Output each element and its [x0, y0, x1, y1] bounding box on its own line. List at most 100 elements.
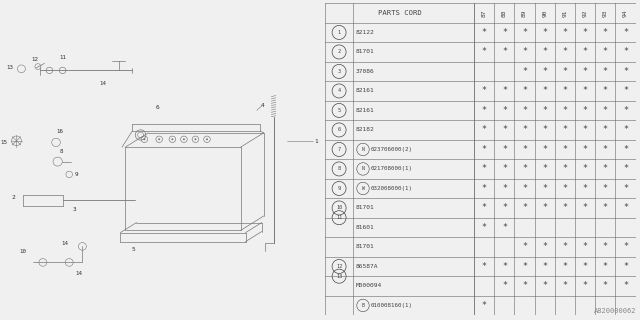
Text: *: *	[522, 262, 527, 271]
Text: *: *	[542, 145, 547, 154]
Text: 010008160(1): 010008160(1)	[371, 303, 413, 308]
Text: *: *	[502, 184, 507, 193]
Text: 3: 3	[337, 69, 340, 74]
Text: *: *	[482, 262, 486, 271]
Text: 7: 7	[337, 147, 340, 152]
Text: 81701: 81701	[356, 244, 374, 250]
Circle shape	[195, 138, 196, 140]
Text: 14: 14	[61, 241, 68, 246]
Text: 13: 13	[6, 65, 13, 70]
Text: *: *	[482, 223, 486, 232]
Text: *: *	[623, 282, 628, 291]
Circle shape	[143, 138, 145, 140]
Text: 3: 3	[72, 207, 76, 212]
Text: 6: 6	[156, 105, 159, 110]
Text: *: *	[623, 204, 628, 212]
Text: *: *	[522, 47, 527, 56]
Text: 86587A: 86587A	[356, 264, 378, 269]
Text: *: *	[482, 204, 486, 212]
Text: 9: 9	[337, 186, 340, 191]
Text: *: *	[582, 164, 588, 173]
Text: *: *	[623, 28, 628, 37]
Text: 11: 11	[336, 215, 342, 220]
Text: *: *	[563, 204, 568, 212]
Text: 10: 10	[20, 249, 27, 254]
Text: *: *	[542, 125, 547, 134]
Text: *: *	[502, 47, 507, 56]
Text: 82182: 82182	[356, 127, 374, 132]
Text: *: *	[623, 47, 628, 56]
Text: *: *	[542, 67, 547, 76]
Text: *: *	[582, 67, 588, 76]
Text: *: *	[542, 184, 547, 193]
Text: *: *	[563, 67, 568, 76]
Text: M000094: M000094	[356, 284, 382, 288]
Text: *: *	[522, 145, 527, 154]
Text: *: *	[582, 282, 588, 291]
Text: 81601: 81601	[356, 225, 374, 230]
Text: *: *	[522, 106, 527, 115]
Text: *: *	[542, 204, 547, 212]
Text: 021708000(1): 021708000(1)	[371, 166, 413, 172]
Text: *: *	[563, 145, 568, 154]
Text: *: *	[623, 184, 628, 193]
Text: 90: 90	[542, 9, 547, 17]
Text: N: N	[362, 166, 364, 172]
Text: *: *	[582, 204, 588, 212]
Text: 15: 15	[0, 140, 7, 145]
Text: *: *	[623, 243, 628, 252]
Text: *: *	[502, 145, 507, 154]
Text: *: *	[623, 106, 628, 115]
Text: W: W	[362, 186, 364, 191]
Text: *: *	[603, 282, 608, 291]
Text: *: *	[502, 28, 507, 37]
Text: *: *	[603, 184, 608, 193]
Text: *: *	[582, 47, 588, 56]
Text: *: *	[542, 28, 547, 37]
Text: 8: 8	[60, 148, 63, 154]
Text: *: *	[542, 47, 547, 56]
Text: *: *	[482, 28, 486, 37]
Text: *: *	[542, 86, 547, 95]
Text: *: *	[502, 223, 507, 232]
Text: 81701: 81701	[356, 205, 374, 211]
Text: *: *	[563, 243, 568, 252]
Text: *: *	[502, 282, 507, 291]
Text: 37086: 37086	[356, 69, 374, 74]
Text: *: *	[603, 106, 608, 115]
Text: *: *	[542, 262, 547, 271]
Text: *: *	[502, 204, 507, 212]
Text: *: *	[563, 106, 568, 115]
Text: *: *	[482, 125, 486, 134]
Circle shape	[206, 138, 208, 140]
Text: *: *	[482, 145, 486, 154]
Text: *: *	[603, 243, 608, 252]
Text: *: *	[563, 47, 568, 56]
Text: 94: 94	[623, 9, 628, 17]
Text: *: *	[522, 86, 527, 95]
Text: 93: 93	[603, 9, 608, 17]
Text: *: *	[582, 106, 588, 115]
Text: *: *	[563, 262, 568, 271]
Text: *: *	[542, 282, 547, 291]
Text: *: *	[563, 282, 568, 291]
Text: 5: 5	[132, 247, 136, 252]
Circle shape	[172, 138, 173, 140]
Text: *: *	[623, 67, 628, 76]
Text: 4: 4	[337, 88, 340, 93]
Text: 11: 11	[60, 55, 67, 60]
Text: 88: 88	[502, 9, 507, 17]
Text: *: *	[582, 262, 588, 271]
Text: *: *	[623, 262, 628, 271]
Text: *: *	[502, 262, 507, 271]
Text: *: *	[522, 67, 527, 76]
Text: *: *	[582, 145, 588, 154]
Text: 2: 2	[12, 195, 15, 200]
Text: 5: 5	[337, 108, 340, 113]
Text: 1: 1	[337, 30, 340, 35]
Text: 12: 12	[336, 264, 342, 269]
Text: 82161: 82161	[356, 108, 374, 113]
Text: *: *	[482, 86, 486, 95]
Text: *: *	[582, 86, 588, 95]
Text: *: *	[502, 106, 507, 115]
